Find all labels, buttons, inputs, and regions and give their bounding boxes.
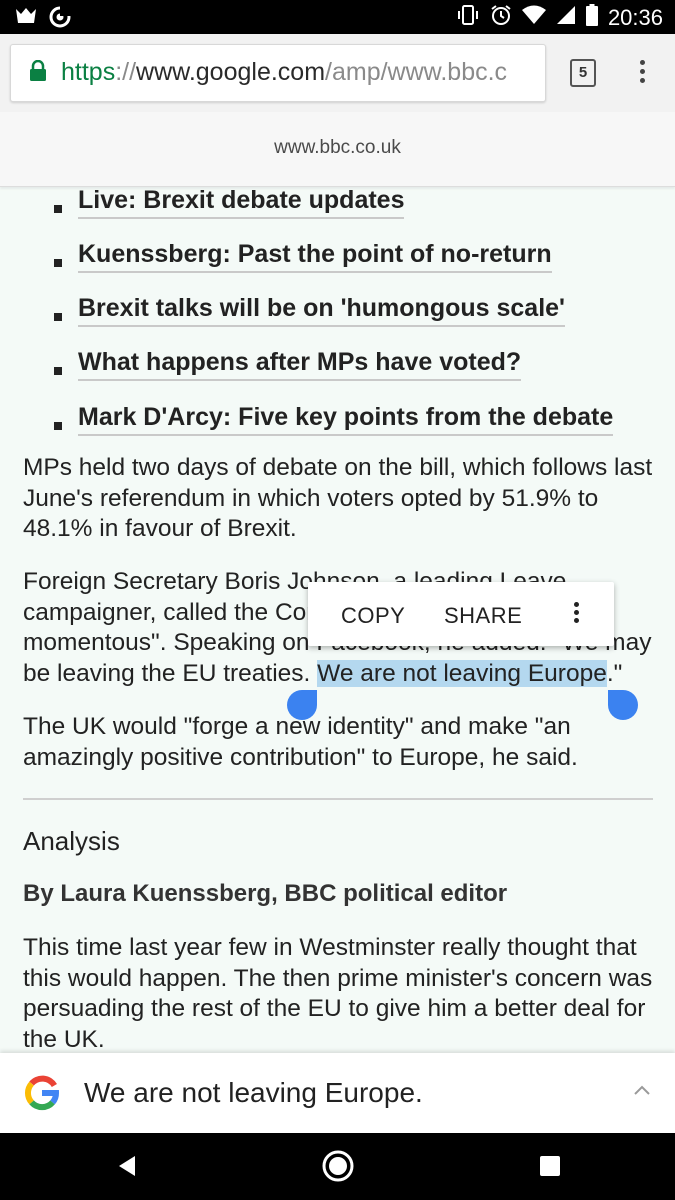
text-selection-toolbar: COPY SHARE (308, 582, 614, 646)
google-logo-icon (24, 1075, 60, 1116)
clock-time: 20:36 (607, 4, 663, 30)
vibrate-icon (456, 4, 480, 31)
article-paragraph: This time last year few in Westminster r… (23, 934, 653, 1053)
url-field[interactable]: https://www.google.com/amp/www.bbc.c (10, 44, 546, 102)
signal-icon (556, 5, 576, 30)
bullet-icon (54, 259, 62, 267)
home-icon[interactable] (321, 1149, 355, 1188)
selected-text[interactable]: We are not leaving Europe (317, 659, 607, 687)
article-paragraph: MPs held two days of debate on the bill,… (23, 454, 653, 542)
bullet-icon (54, 313, 62, 321)
related-link[interactable]: Kuenssberg: Past the point of no-return (78, 240, 552, 273)
related-link[interactable]: Brexit talks will be on 'humongous scale… (78, 294, 565, 327)
bullet-icon (54, 205, 62, 213)
navigation-bar (0, 1133, 675, 1200)
lock-icon (29, 59, 47, 87)
recent-apps-icon[interactable] (538, 1149, 562, 1188)
article-content: Live: Brexit debate updates Kuenssberg: … (0, 186, 675, 1053)
copy-button[interactable]: COPY (341, 603, 406, 628)
battery-icon (585, 4, 598, 31)
amp-source-domain[interactable]: www.bbc.co.uk (274, 137, 401, 158)
notification-icon (14, 5, 38, 34)
browser-toolbar: https://www.google.com/amp/www.bbc.c 5 (0, 34, 675, 112)
text-line: ." (606, 659, 623, 687)
url-separator: :// (115, 58, 137, 86)
analysis-heading: Analysis (23, 826, 120, 856)
related-link[interactable]: Live: Brexit debate updates (78, 186, 405, 219)
wifi-icon (521, 5, 546, 30)
url-host: www.google.com (136, 58, 326, 86)
tab-switcher-button[interactable]: 5 (570, 59, 596, 87)
text-line: be leaving the EU treaties. (23, 659, 318, 687)
sync-icon (48, 5, 72, 34)
selection-end-handle[interactable] (608, 690, 638, 720)
article-paragraph: The UK would "forge a new identity" and … (23, 713, 578, 771)
related-link[interactable]: Mark D'Arcy: Five key points from the de… (78, 403, 614, 436)
amp-header: www.bbc.co.uk (0, 112, 675, 187)
status-bar: 20:36 (0, 0, 675, 34)
byline: By Laura Kuenssberg, BBC political edito… (23, 880, 508, 907)
alarm-icon (490, 4, 512, 31)
search-query-text: We are not leaving Europe. (84, 1077, 423, 1108)
url-scheme: https (61, 58, 116, 86)
contextual-search-bar[interactable]: We are not leaving Europe. (0, 1053, 675, 1133)
related-link[interactable]: What happens after MPs have voted? (78, 348, 522, 381)
share-button[interactable]: SHARE (444, 603, 523, 628)
article-paragraph-quote: Foreign Secretary Boris Johnson, a leadi… (23, 567, 663, 689)
bullet-icon (54, 422, 62, 430)
section-divider (23, 798, 653, 800)
more-options-icon[interactable] (570, 600, 582, 628)
bullet-icon (54, 367, 62, 375)
back-icon[interactable] (114, 1149, 138, 1188)
chevron-up-icon[interactable] (633, 1083, 651, 1101)
url-path: /amp/www.bbc.c (325, 58, 508, 86)
browser-menu-icon[interactable] (634, 56, 650, 90)
selection-start-handle[interactable] (287, 690, 317, 720)
url-text: https://www.google.com/amp/www.bbc.c (61, 58, 507, 87)
